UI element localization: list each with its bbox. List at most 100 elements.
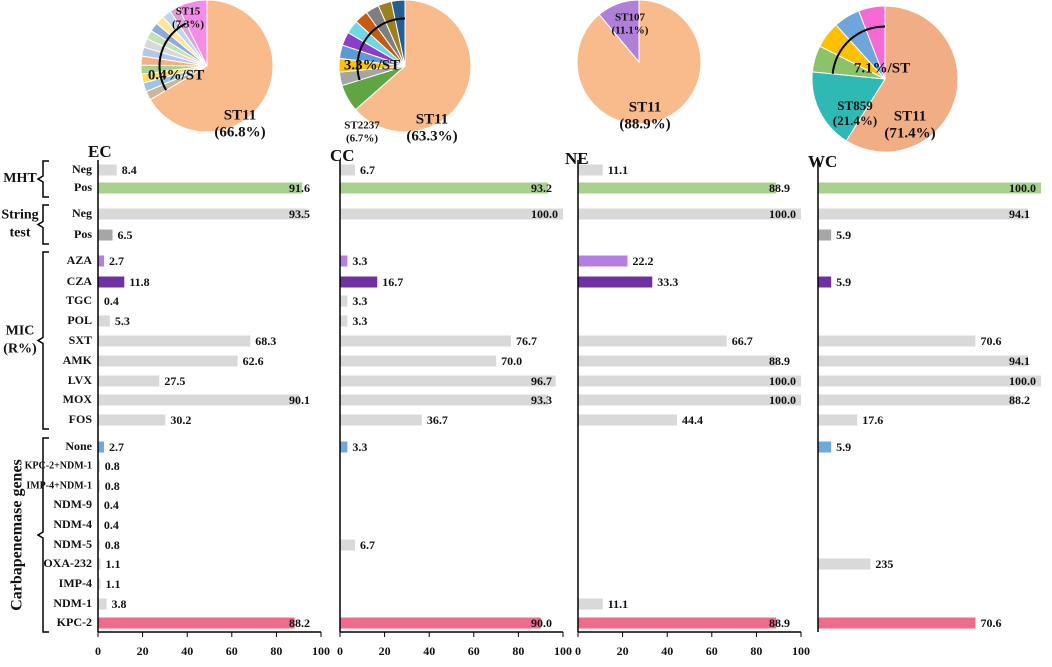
value-label: 68.3	[255, 334, 276, 348]
value-label: 90.0	[531, 616, 552, 630]
annotation-arc	[831, 25, 886, 74]
x-tick-label: 100	[312, 644, 330, 658]
group-bracket	[36, 437, 49, 633]
value-label: 0.8	[105, 538, 120, 552]
bar	[818, 617, 976, 629]
slice-label: ST11	[416, 111, 449, 127]
category-label: Neg	[72, 162, 92, 176]
slice-label: ST2237	[344, 120, 380, 132]
bar	[578, 335, 727, 347]
category-label: None	[65, 439, 92, 453]
x-tick-label: 80	[750, 644, 762, 658]
bar	[578, 164, 603, 176]
value-label: 88.9	[769, 354, 790, 368]
value-label: 66.7	[732, 334, 753, 348]
slice-value-label: (71.4%)	[884, 125, 935, 141]
bar	[98, 276, 125, 288]
value-label: 16.7	[382, 275, 403, 289]
group-label: String	[1, 208, 38, 223]
group-bracket	[36, 204, 49, 245]
value-label: 3.3	[352, 254, 367, 268]
category-label: KPC-2	[57, 615, 92, 629]
category-label: NDM-9	[53, 497, 92, 511]
bar	[340, 355, 497, 367]
value-label: 3.3	[352, 314, 367, 328]
bar	[98, 229, 113, 241]
annotation-arc	[158, 22, 187, 91]
category-label: KPC-2+NDM-1	[25, 460, 92, 471]
value-label: 91.6	[289, 181, 310, 195]
bar	[578, 276, 653, 288]
group-label: (R%)	[3, 342, 37, 357]
panel-label: CC	[330, 146, 355, 165]
slice-label: ST11	[629, 99, 662, 115]
pie-annotation: 3.3%/ST	[344, 57, 400, 73]
bar	[578, 255, 628, 267]
value-label: 88.9	[769, 181, 790, 195]
value-label: 90.1	[289, 393, 310, 407]
value-label: 3.3	[352, 440, 367, 454]
value-label: 93.5	[289, 207, 310, 221]
bar	[98, 539, 100, 551]
bar	[340, 335, 512, 347]
bar	[578, 208, 801, 220]
value-label: 0.4	[104, 498, 119, 512]
bar	[340, 164, 355, 176]
category-label: TGC	[66, 293, 92, 307]
bar	[98, 208, 307, 220]
x-tick-label: 40	[661, 644, 673, 658]
value-label: 100.0	[769, 374, 796, 388]
x-tick-label: 100	[554, 644, 572, 658]
value-label: 33.3	[657, 275, 678, 289]
category-label: OXA-232	[43, 556, 92, 570]
bar	[98, 394, 299, 406]
category-label: NDM-1	[53, 596, 92, 610]
category-label: IMP-4	[59, 576, 92, 590]
x-tick-label: 60	[706, 644, 718, 658]
bar	[578, 394, 801, 406]
category-label: LVX	[68, 373, 93, 387]
slice-label: ST11	[224, 107, 257, 123]
group-bracket	[36, 251, 49, 430]
panel-label: NE	[565, 149, 589, 168]
pie-slice	[598, 0, 640, 64]
bar	[578, 414, 678, 426]
bar	[818, 335, 976, 347]
pie-annotation: 0.4%/ST	[148, 67, 204, 83]
bar	[98, 441, 105, 453]
bar	[340, 255, 348, 267]
slice-value-label: (7.3%)	[172, 19, 204, 31]
group-bracket	[36, 160, 49, 198]
x-tick-label: 80	[512, 644, 524, 658]
x-tick-label: 20	[137, 644, 149, 658]
value-label: 0.4	[104, 518, 119, 532]
slice-value-label: (88.9%)	[619, 116, 670, 132]
slice-value-label: (11.1%)	[612, 25, 649, 37]
value-label: 88.2	[289, 616, 310, 630]
slice-value-label: (21.4%)	[833, 113, 877, 128]
value-label: 93.2	[531, 181, 552, 195]
x-tick-label: 60	[226, 644, 238, 658]
slice-value-label: (6.7%)	[346, 133, 378, 145]
x-tick-label: 40	[181, 644, 193, 658]
value-label: 88.2	[1009, 393, 1030, 407]
category-label: AMK	[63, 353, 93, 367]
value-label: 70.0	[501, 354, 522, 368]
pie-slice	[858, 5, 886, 80]
bar	[818, 375, 1041, 387]
bar	[818, 414, 858, 426]
category-label: NDM-4	[53, 517, 92, 531]
x-tick-label: 0	[337, 644, 343, 658]
bar	[818, 394, 1015, 406]
value-label: 2.7	[109, 254, 124, 268]
pie-slice	[354, 0, 472, 133]
x-tick-label: 0	[575, 644, 581, 658]
category-label: NDM-5	[53, 537, 92, 551]
bar	[98, 578, 101, 590]
bar	[340, 276, 378, 288]
value-label: 94.1	[1009, 354, 1030, 368]
bar	[578, 375, 801, 387]
value-label: 6.5	[117, 228, 132, 242]
bar	[818, 182, 1041, 194]
